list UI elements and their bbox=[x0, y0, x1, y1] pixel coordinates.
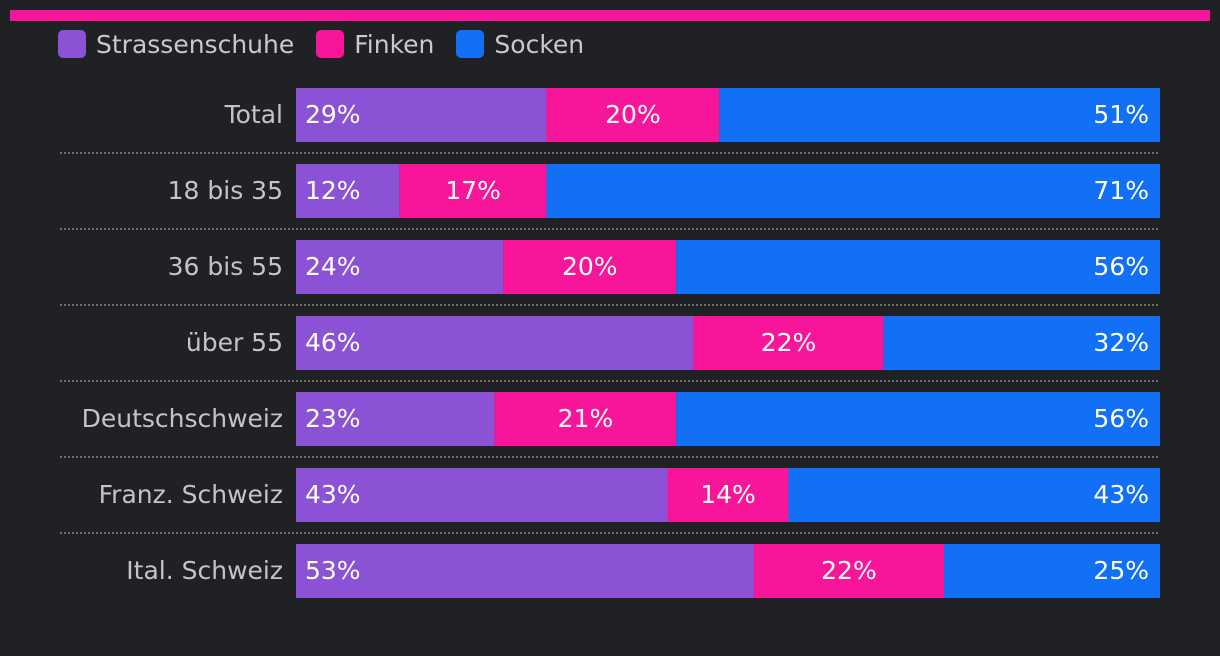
data-label-strassenschuhe-franz-schweiz: 43% bbox=[305, 480, 361, 509]
data-label-socken-ital-schweiz: 25% bbox=[1093, 556, 1149, 585]
bar-segment-strassenschuhe-total bbox=[296, 88, 547, 142]
data-label-strassenschuhe-18-bis-35: 12% bbox=[305, 176, 361, 205]
bar-segment-strassenschuhe-deutschschweiz bbox=[296, 392, 495, 446]
chart-legend: Strassenschuhe Finken Socken bbox=[58, 28, 584, 60]
category-label-36-bis-55: 36 bis 55 bbox=[168, 252, 283, 281]
category-label-18-bis-35: 18 bis 35 bbox=[168, 176, 283, 205]
bar-segment-strassenschuhe-ber-55 bbox=[296, 316, 694, 370]
data-label-strassenschuhe-deutschschweiz: 23% bbox=[305, 404, 361, 433]
category-label-ber-55: über 55 bbox=[186, 328, 283, 357]
bar-segment-socken-deutschschweiz bbox=[676, 392, 1160, 446]
data-label-finken-36-bis-55: 20% bbox=[562, 252, 618, 281]
data-label-strassenschuhe-ber-55: 46% bbox=[305, 328, 361, 357]
data-label-socken-18-bis-35: 71% bbox=[1093, 176, 1149, 205]
bar-segment-socken-franz-schweiz bbox=[788, 468, 1160, 522]
bar-segment-socken-ber-55 bbox=[883, 316, 1160, 370]
bar-segment-finken-36-bis-55 bbox=[503, 240, 677, 294]
data-label-finken-total: 20% bbox=[605, 100, 661, 129]
data-label-socken-36-bis-55: 56% bbox=[1093, 252, 1149, 281]
legend-swatch-finken bbox=[316, 30, 345, 58]
legend-swatch-socken bbox=[456, 30, 485, 58]
legend-label-finken: Finken bbox=[354, 29, 435, 59]
data-label-strassenschuhe-ital-schweiz: 53% bbox=[305, 556, 361, 585]
category-label-franz-schweiz: Franz. Schweiz bbox=[99, 480, 283, 509]
data-label-socken-franz-schweiz: 43% bbox=[1093, 480, 1149, 509]
legend-item-socken: Socken bbox=[456, 30, 584, 59]
legend-label-socken: Socken bbox=[494, 29, 585, 59]
bar-segment-finken-franz-schweiz bbox=[667, 468, 789, 522]
data-label-socken-deutschschweiz: 56% bbox=[1093, 404, 1149, 433]
bar-segment-socken-total bbox=[719, 88, 1160, 142]
bar-segment-finken-ber-55 bbox=[693, 316, 884, 370]
legend-item-strassenschuhe: Strassenschuhe bbox=[58, 30, 294, 59]
accent-top-bar bbox=[10, 10, 1210, 21]
bar-segment-finken-18-bis-35 bbox=[399, 164, 547, 218]
bar-segment-strassenschuhe-36-bis-55 bbox=[296, 240, 504, 294]
data-label-strassenschuhe-total: 29% bbox=[305, 100, 361, 129]
bar-segment-finken-ital-schweiz bbox=[753, 544, 944, 598]
bar-segment-strassenschuhe-franz-schweiz bbox=[296, 468, 668, 522]
bar-segment-finken-total bbox=[546, 88, 720, 142]
legend-swatch-strassenschuhe bbox=[58, 30, 86, 58]
category-label-ital-schweiz: Ital. Schweiz bbox=[126, 556, 283, 585]
bar-segment-strassenschuhe-ital-schweiz bbox=[296, 544, 754, 598]
data-label-strassenschuhe-36-bis-55: 24% bbox=[305, 252, 361, 281]
data-label-finken-18-bis-35: 17% bbox=[445, 176, 501, 205]
bar-segment-finken-deutschschweiz bbox=[494, 392, 677, 446]
data-label-finken-deutschschweiz: 21% bbox=[558, 404, 614, 433]
category-label-total: Total bbox=[224, 100, 283, 129]
data-label-socken-total: 51% bbox=[1093, 100, 1149, 129]
category-label-deutschschweiz: Deutschschweiz bbox=[82, 404, 283, 433]
bar-segment-socken-ital-schweiz bbox=[944, 544, 1160, 598]
bar-segment-socken-18-bis-35 bbox=[546, 164, 1160, 218]
legend-label-strassenschuhe: Strassenschuhe bbox=[96, 29, 295, 59]
bar-segment-socken-36-bis-55 bbox=[676, 240, 1160, 294]
data-label-finken-ber-55: 22% bbox=[761, 328, 817, 357]
legend-item-finken: Finken bbox=[316, 30, 434, 59]
data-label-finken-ital-schweiz: 22% bbox=[821, 556, 877, 585]
data-label-finken-franz-schweiz: 14% bbox=[700, 480, 756, 509]
data-label-socken-ber-55: 32% bbox=[1093, 328, 1149, 357]
bar-segment-strassenschuhe-18-bis-35 bbox=[296, 164, 400, 218]
